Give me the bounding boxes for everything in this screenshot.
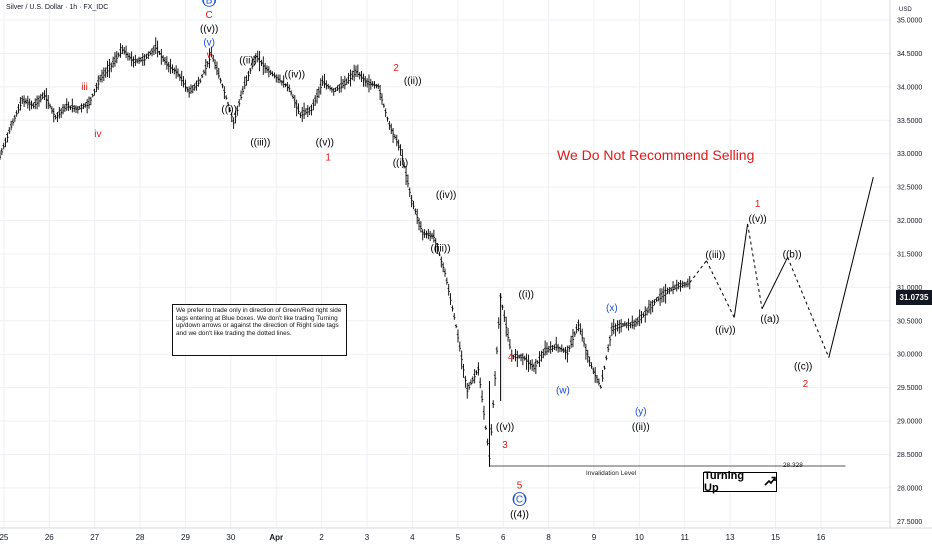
y-tick-label: 30.5000 [897,318,922,325]
wave-label: iii [81,82,88,93]
y-tick-label: 30.0000 [897,352,922,359]
y-tick-label: 29.5000 [897,385,922,392]
wave-label: ((a)) [760,314,779,325]
wave-labels: (B) C ((v)) (v) v iii iv ((i)) ((ii)) ((iii)) ((iv… [81,0,812,520]
y-tick-label: 32.5000 [897,185,922,192]
wave-label: 4 [508,352,514,363]
symbol-title: Silver / U.S. Dollar · 1h · FX_IDC [6,4,109,11]
grid [0,0,890,528]
wave-label: ((i)) [393,158,409,169]
x-tick-label: 28 [136,533,145,542]
wave-label: ((i)) [518,289,534,300]
current-price-badge: 31.0735 [896,290,932,305]
wave-label: 3 [502,440,508,451]
wave-label: (y) [635,406,647,417]
y-tick-label: 28.0000 [897,485,922,492]
x-tick-label: 9 [592,533,597,542]
wave-label: (x) [606,303,618,314]
wave-label: ((c)) [794,362,812,373]
y-tick-label: 28.5000 [897,452,922,459]
y-tick-label: 34.5000 [897,51,922,58]
projection-dotted-segment [705,260,735,318]
x-tick-label: 2 [319,533,324,542]
projection-solid-segment [761,257,789,310]
recommendation-text: We Do Not Recommend Selling [557,147,755,163]
wave-label: 5 [517,481,523,492]
projection-dotted-segment [787,257,830,358]
wave-label: ((v)) [200,24,218,35]
wave-label: ((ii)) [239,55,257,66]
wave-label-circle [512,492,527,507]
y-tick-label: 31.0000 [897,285,922,292]
x-tick-label: 8 [546,533,551,542]
wave-label: (w) [556,386,570,397]
wave-label: ((iii)) [250,138,270,149]
wave-label-circle [202,0,217,7]
x-tick-label: 4 [410,533,415,542]
wave-label: ((4)) [510,509,529,520]
x-tick-label: Apr [269,533,283,542]
projection-dotted-segment [747,223,763,309]
wave-label: ((iii)) [705,250,725,261]
wave-label: ((iii)) [431,243,451,254]
invalidation-value: 28.328 [783,462,803,469]
wave-label: C [206,10,213,21]
wave-label: ((iv)) [715,325,736,336]
wave-label: ((b)) [783,249,802,260]
projection-path [489,176,874,467]
y-tick-label: 34.0000 [897,84,922,91]
wave-label: iv [94,129,101,140]
axes: 35.0000 34.5000 34.0000 33.5000 33.0000 32.50… [0,0,932,542]
trading-note: We prefer to trade only in direction of … [172,304,347,356]
projection-solid-segment [828,176,874,358]
projection-dotted-segment [689,260,707,284]
x-tick-label: 3 [365,533,370,542]
turning-up-box: Turning Up [703,470,777,494]
x-tick-label: 10 [635,533,644,542]
x-tick-label: 15 [771,533,780,542]
wave-label: (B) [202,0,215,6]
y-tick-label: 33.5000 [897,118,922,125]
wave-label: (v) [203,37,215,48]
wave-label: 1 [325,152,331,163]
x-tick-label: 11 [681,533,690,542]
wave-label: ((v)) [316,138,334,149]
x-tick-label: 25 [0,533,9,542]
arrow-up-right-icon [764,475,776,490]
wave-label: 2 [393,63,399,74]
y-tick-label: 27.5000 [897,519,922,526]
x-tick-label: 29 [181,533,190,542]
wave-label: ((ii)) [404,76,422,87]
currency-label[interactable]: USD [899,7,912,13]
wave-label: ((v)) [748,214,766,225]
x-tick-label: 5 [456,533,461,542]
wave-label: (C) [513,495,527,506]
x-tick-label: 16 [816,533,825,542]
turning-up-label: Turning Up [704,470,745,494]
wave-label: v [207,50,212,61]
wave-label: 2 [803,379,809,390]
y-tick-label: 33.0000 [897,151,922,158]
wave-label: ((i)) [221,104,237,115]
y-tick-label: 31.5000 [897,251,922,258]
x-tick-label: 30 [226,533,235,542]
wave-label: ((ii)) [632,422,650,433]
x-tick-label: 27 [90,533,99,542]
y-tick-label: 29.0000 [897,419,922,426]
wave-label: ((iv)) [436,190,457,201]
wave-label: ((v)) [496,422,514,433]
projection-solid-segment [733,223,749,318]
invalidation-label: Invalidation Level [586,470,637,477]
wave-label: ((iv)) [285,70,306,81]
x-tick-label: 6 [501,533,506,542]
x-tick-label: 26 [45,533,54,542]
x-tick-label: 13 [726,533,735,542]
y-tick-label: 35.0000 [897,18,922,25]
y-tick-label: 32.0000 [897,218,922,225]
price-bars [0,37,691,467]
wave-label: 1 [755,199,761,210]
